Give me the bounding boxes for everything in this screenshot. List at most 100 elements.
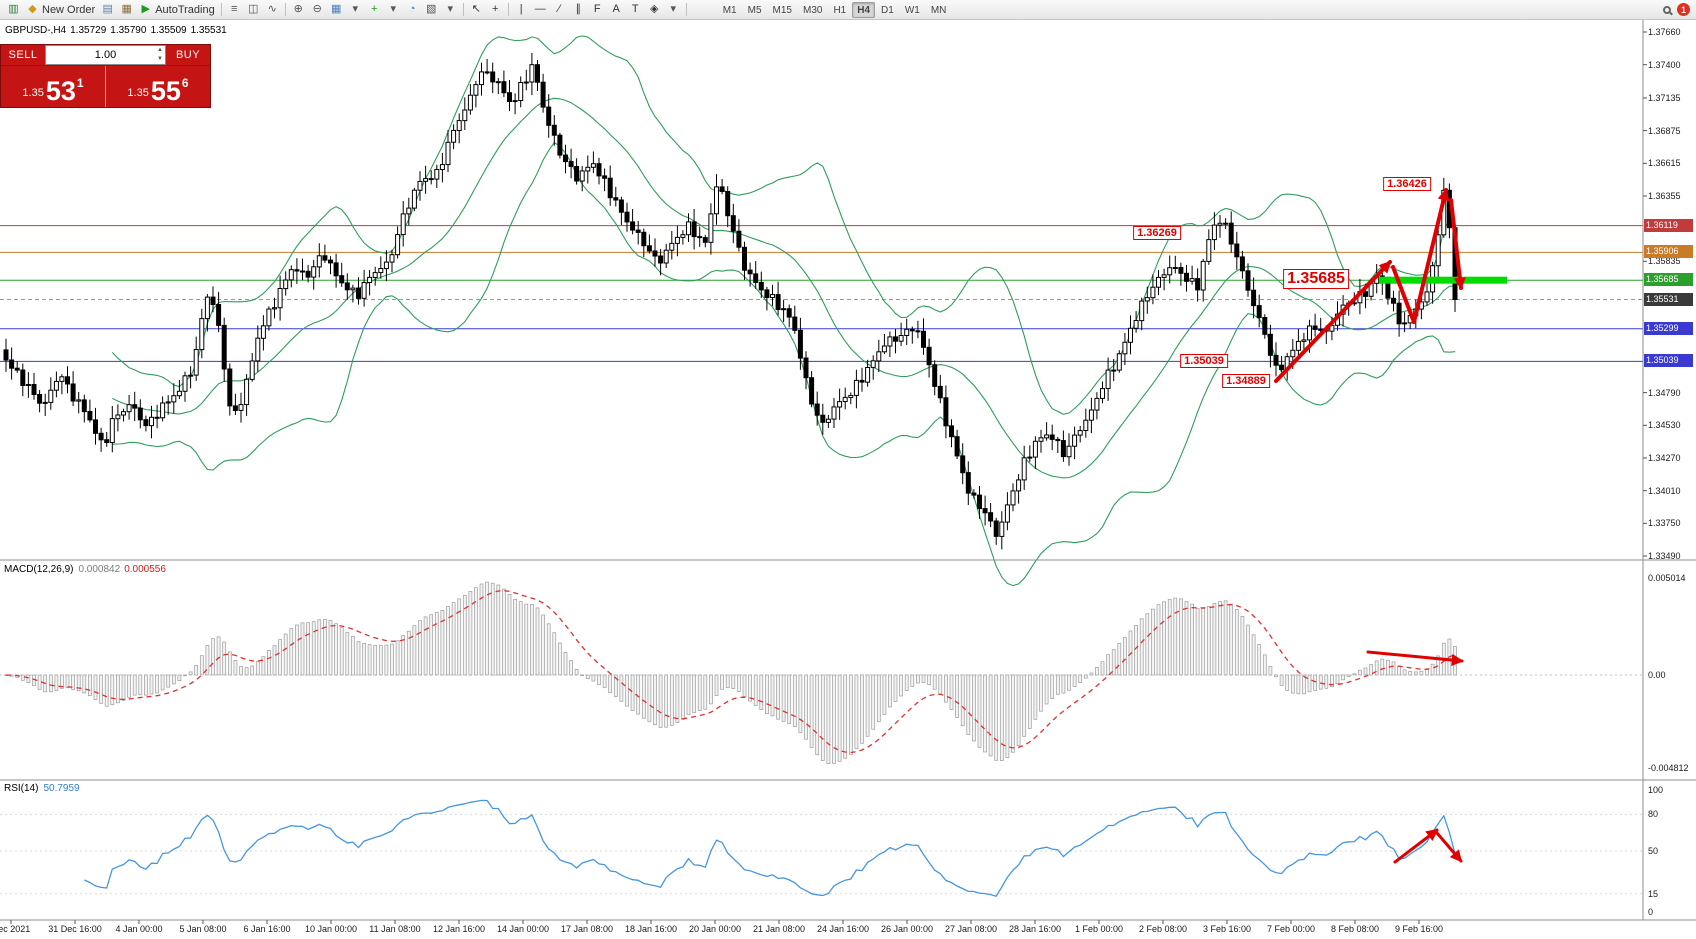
search-icon[interactable] (1663, 5, 1671, 14)
rsi-header: RSI(14) 50.7959 (4, 783, 80, 794)
volume-down-icon[interactable]: ▼ (157, 56, 163, 62)
quote-low: 1.35509 (150, 25, 187, 36)
macd-label: MACD(12,26,9) (4, 564, 74, 575)
volume-value: 1.00 (94, 49, 117, 61)
indicators-dropdown-icon: ▾ (390, 3, 396, 15)
crosshair-icon: + (492, 3, 499, 15)
quote-header: GBPUSD-,H4 1.35729 1.35790 1.35509 1.35531 (5, 25, 231, 36)
time-tick: 12 Jan 16:00 (432, 924, 486, 934)
toolbar-separator (284, 3, 286, 16)
autotrading-button: ▶ (141, 3, 150, 15)
new-chart-icon[interactable]: ▥ (4, 1, 23, 18)
windows-dropdown-icon[interactable]: ▾ (346, 1, 365, 18)
time-tick: 21 Jan 08:00 (752, 924, 806, 934)
toolbar-separator (507, 3, 509, 16)
sell-price[interactable]: 1.35 53 1 (1, 66, 106, 107)
text-icon[interactable]: A (607, 1, 626, 18)
line-chart-icon: ∿ (267, 3, 277, 15)
trend-up-arrow (1274, 260, 1392, 383)
price-tick: 1.37400 (1648, 59, 1681, 70)
buy-price-sup: 6 (181, 76, 189, 90)
time-tick: 27 Jan 08:00 (944, 924, 998, 934)
price-tick: 1.33750 (1648, 518, 1681, 529)
candlestick-chart-icon[interactable]: ◫ (244, 1, 263, 18)
indicators-icon[interactable]: + (365, 1, 384, 18)
annotation-1.36269: 1.36269 (1133, 226, 1181, 240)
buy-button[interactable]: BUY (175, 49, 201, 61)
timeframe-m5[interactable]: M5 (747, 4, 762, 16)
vertical-line-icon[interactable]: | (512, 1, 531, 18)
terminal-icon[interactable]: ▦ (117, 1, 136, 18)
cursor-icon[interactable]: ↖ (467, 1, 486, 18)
volume-input[interactable]: 1.00 ▲ ▼ (45, 45, 166, 65)
indicators-icon: + (371, 3, 378, 15)
timeframe-m15[interactable]: M15 (772, 4, 792, 16)
time-tick: 1 Feb 00:00 (1074, 924, 1124, 934)
sell-button[interactable]: SELL (8, 49, 38, 61)
buy-price-prefix: 1.35 (127, 87, 149, 99)
tile-windows-icon[interactable]: ▦ (327, 1, 346, 18)
templates-dropdown-icon[interactable]: ▾ (441, 1, 460, 18)
price-level-badge: 1.36119 (1644, 218, 1693, 232)
price-level-badge: 1.35531 (1644, 292, 1693, 306)
autotrading-button[interactable]: ▶ AutoTrading (136, 1, 218, 18)
new-order-button[interactable]: ◆ New Order (23, 1, 98, 18)
timeframe-m30[interactable]: M30 (802, 4, 823, 16)
time-tick: 24 Jan 16:00 (816, 924, 870, 934)
time-tick: 4 Jan 00:00 (115, 924, 163, 934)
price-tick: 1.34530 (1648, 420, 1681, 431)
candlesticks (3, 53, 1458, 550)
rsi-up-arrow (1393, 828, 1439, 864)
rsi-value: 50.7959 (43, 783, 80, 794)
toolbar: ▥ ◆ New Order ▤ ▦ ▶ AutoTrading ≡ ◫ ∿ ⊕ ⊖ ▦ ▾ + ▾ ◔ ▧ ▾ ↖ + |… (0, 0, 1696, 20)
timeframe-h4[interactable]: H4 (852, 1, 876, 18)
toolbar-separator (220, 3, 222, 16)
horizontal-line-icon[interactable]: — (531, 1, 550, 18)
time-tick: 5 Jan 08:00 (179, 924, 227, 934)
price-tick: 1.34270 (1648, 452, 1681, 463)
price-level-badge: 1.35299 (1644, 321, 1693, 335)
zoom-out-icon[interactable]: ⊖ (308, 1, 327, 18)
zoom-out-icon: ⊖ (312, 3, 322, 15)
zigzag-pullback (1391, 188, 1450, 324)
bar-chart-icon[interactable]: ≡ (225, 1, 244, 18)
time-tick: 8 Feb 08:00 (1330, 924, 1380, 934)
time-tick: 2 Feb 08:00 (1138, 924, 1188, 934)
rsi-scale-label: 100 (1648, 785, 1664, 795)
sell-price-prefix: 1.35 (22, 87, 44, 99)
market-watch-icon[interactable]: ▤ (98, 1, 117, 18)
macd-scale-label: 0.005014 (1648, 573, 1686, 583)
timeframe-m1[interactable]: M1 (722, 4, 737, 16)
timeframe-h1[interactable]: H1 (833, 4, 847, 16)
trendline-icon[interactable]: ∕ (550, 1, 569, 18)
templates-icon[interactable]: ▧ (422, 1, 441, 18)
channel-icon[interactable]: ∥ (569, 1, 588, 18)
indicators-dropdown-icon[interactable]: ▾ (384, 1, 403, 18)
rsi-scale-label: 50 (1648, 846, 1659, 856)
macd-header: MACD(12,26,9) 0.000842 0.000556 (4, 564, 166, 575)
timeframe-w1[interactable]: W1 (904, 4, 920, 16)
macd-value-main: 0.000842 (78, 564, 121, 575)
templates-icon: ▧ (426, 3, 437, 15)
time-tick: 28 Jan 16:00 (1008, 924, 1062, 934)
shapes-icon[interactable]: ◈ (645, 1, 664, 18)
label-icon[interactable]: T (626, 1, 645, 18)
timeframe-mn[interactable]: MN (930, 4, 947, 16)
toolbar-separator (685, 3, 687, 16)
toolbar-separator (462, 3, 464, 16)
price-tick: 1.34010 (1648, 485, 1681, 496)
crosshair-icon[interactable]: + (486, 1, 505, 18)
volume-up-icon[interactable]: ▲ (157, 47, 163, 53)
zoom-in-icon[interactable]: ⊕ (289, 1, 308, 18)
annotation-1.34889: 1.34889 (1222, 374, 1270, 388)
line-chart-icon[interactable]: ∿ (263, 1, 282, 18)
toolbar-left-group: ▥ ◆ New Order ▤ ▦ ▶ AutoTrading ≡ ◫ ∿ ⊕ ⊖ ▦ ▾ + ▾ ◔ ▧ ▾ ↖ + |… (4, 1, 690, 18)
notification-badge[interactable]: 1 (1677, 3, 1690, 16)
cycles-icon[interactable]: ◔ (403, 1, 422, 18)
buy-price[interactable]: 1.35 55 6 (106, 66, 210, 107)
panel-frames (0, 20, 1696, 924)
fibonacci-icon[interactable]: F (588, 1, 607, 18)
timeframe-d1[interactable]: D1 (881, 4, 894, 16)
shapes-dropdown-icon[interactable]: ▾ (664, 1, 683, 18)
